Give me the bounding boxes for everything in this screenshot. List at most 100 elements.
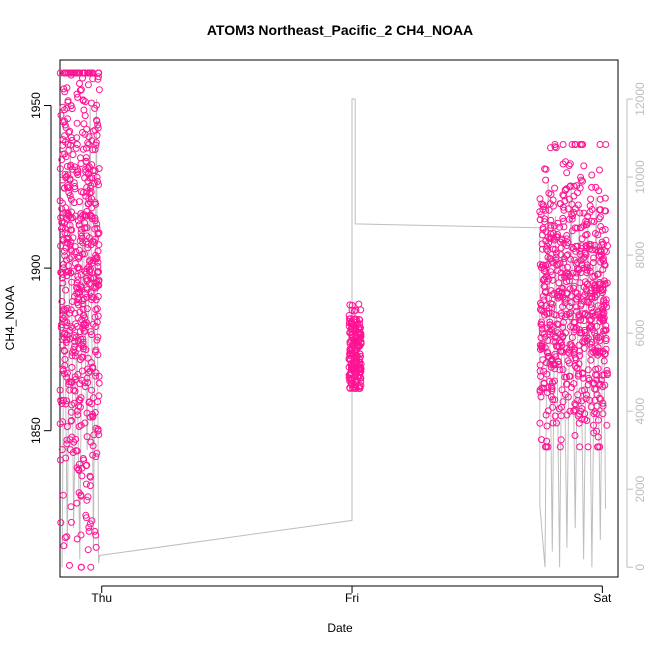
data-point xyxy=(87,328,95,336)
data-point xyxy=(61,229,69,237)
data-point xyxy=(88,161,96,169)
data-point xyxy=(599,311,607,319)
data-point xyxy=(79,239,87,247)
data-point xyxy=(60,396,68,404)
data-point xyxy=(75,265,83,273)
data-point xyxy=(570,407,578,415)
data-point xyxy=(577,173,585,181)
data-point xyxy=(56,386,64,394)
data-point xyxy=(63,397,71,405)
y-tick-label: 1950 xyxy=(29,92,43,119)
data-point xyxy=(63,533,71,541)
data-point xyxy=(79,96,87,104)
data-point xyxy=(61,170,69,178)
data-point xyxy=(81,219,89,227)
data-point xyxy=(89,75,97,83)
data-point xyxy=(578,261,586,269)
data-point xyxy=(81,383,89,391)
data-point xyxy=(592,371,599,379)
data-point xyxy=(76,80,83,87)
data-point xyxy=(352,322,360,330)
x-tick-label: Sat xyxy=(593,591,612,605)
data-point xyxy=(596,195,604,203)
data-point xyxy=(594,231,602,239)
data-point xyxy=(538,231,546,239)
data-point xyxy=(583,287,591,295)
data-point xyxy=(79,300,87,308)
data-point xyxy=(551,222,558,230)
data-point xyxy=(347,345,354,352)
data-point xyxy=(61,347,69,355)
data-point xyxy=(57,324,65,331)
data-point xyxy=(79,145,87,153)
data-point xyxy=(555,279,563,287)
data-point xyxy=(355,316,363,323)
data-point xyxy=(587,356,595,364)
data-point xyxy=(598,238,606,246)
data-point xyxy=(587,323,595,331)
data-point xyxy=(599,399,607,407)
data-point xyxy=(85,399,93,406)
data-point xyxy=(575,313,583,321)
data-point xyxy=(540,282,548,290)
data-point xyxy=(66,326,74,334)
data-point xyxy=(76,214,84,222)
data-point xyxy=(547,144,554,152)
data-point xyxy=(546,254,554,262)
data-point xyxy=(578,387,586,395)
data-point xyxy=(598,226,606,234)
data-point xyxy=(71,309,79,317)
data-point xyxy=(81,174,89,182)
data-point xyxy=(357,306,365,314)
data-point xyxy=(85,133,93,141)
data-point xyxy=(59,118,67,126)
data-point xyxy=(568,210,576,218)
data-point xyxy=(67,518,75,526)
data-point xyxy=(59,418,66,426)
right-axis-tick-label: 10000 xyxy=(633,160,647,194)
data-point xyxy=(78,367,86,375)
data-point xyxy=(76,403,84,411)
data-point xyxy=(82,514,90,522)
data-point xyxy=(58,298,66,305)
data-point xyxy=(79,338,87,346)
data-point xyxy=(584,381,592,389)
data-point xyxy=(573,364,581,372)
data-point xyxy=(93,220,101,228)
data-point xyxy=(61,88,69,96)
data-point xyxy=(584,443,592,451)
data-point xyxy=(537,372,545,380)
data-point xyxy=(566,303,574,311)
data-point xyxy=(536,216,544,224)
data-point xyxy=(581,249,589,257)
data-point xyxy=(70,386,78,394)
data-point xyxy=(543,389,551,396)
right-axis-tick-label: 4000 xyxy=(633,397,647,424)
data-point xyxy=(77,394,85,402)
data-point xyxy=(541,283,549,291)
data-point xyxy=(79,305,87,313)
data-point xyxy=(75,460,83,468)
data-point xyxy=(552,338,560,346)
data-point xyxy=(551,333,559,341)
data-point xyxy=(541,344,549,352)
data-point xyxy=(575,311,583,319)
data-point xyxy=(562,329,569,337)
data-point xyxy=(89,442,97,450)
data-point xyxy=(91,409,99,416)
data-point xyxy=(551,365,559,373)
data-point xyxy=(86,258,93,266)
data-point xyxy=(547,393,555,401)
data-point xyxy=(571,346,578,354)
data-point xyxy=(83,305,91,313)
data-point xyxy=(543,370,551,378)
data-point xyxy=(57,242,65,250)
data-point xyxy=(83,433,91,441)
data-point xyxy=(72,376,80,383)
data-point xyxy=(347,319,355,327)
data-point xyxy=(601,207,609,215)
data-point xyxy=(568,141,576,148)
data-point xyxy=(86,189,94,197)
data-point xyxy=(557,269,565,277)
data-point xyxy=(583,332,591,340)
